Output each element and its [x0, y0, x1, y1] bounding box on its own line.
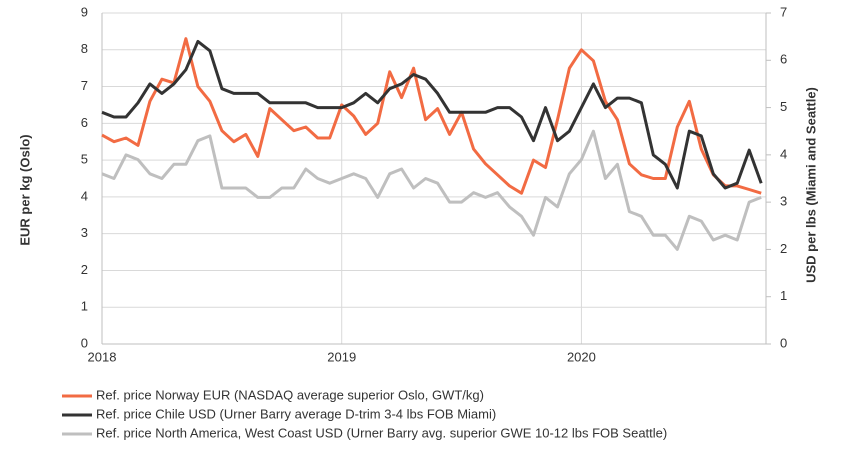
legend-label: Ref. price North America, West Coast USD…	[96, 425, 667, 440]
y2-tick-label: 6	[780, 52, 787, 67]
y2-tick-label: 4	[780, 146, 787, 161]
y-tick-label: 7	[81, 78, 88, 93]
series-line	[101, 37, 762, 195]
y-tick-label: 1	[81, 299, 88, 314]
y-tick-label: 3	[81, 225, 88, 240]
y-axis-label: EUR per kg (Oslo)	[17, 134, 32, 245]
x-tick-label: 2018	[88, 349, 117, 364]
y2-tick-label: 0	[780, 335, 787, 350]
y2-tick-label: 1	[780, 288, 787, 303]
y-tick-label: 6	[81, 115, 88, 130]
y-tick-label: 5	[81, 152, 88, 167]
y2-tick-label: 5	[780, 99, 787, 114]
x-tick-label: 2020	[567, 349, 596, 364]
legend-label: Ref. price Chile USD (Urner Barry averag…	[96, 406, 496, 421]
x-tick-label: 2019	[327, 349, 356, 364]
y-tick-label: 0	[81, 335, 88, 350]
y2-tick-label: 2	[780, 241, 787, 256]
y2-tick-label: 7	[780, 4, 787, 19]
y-tick-label: 4	[81, 188, 88, 203]
y2-axis-label: USD per lbs (Miami and Seattle)	[803, 87, 818, 283]
legend-label: Ref. price Norway EUR (NASDAQ average su…	[96, 387, 484, 402]
y-tick-label: 9	[81, 4, 88, 19]
series-line	[101, 39, 763, 190]
y-tick-label: 8	[81, 41, 88, 56]
y2-tick-label: 3	[780, 194, 787, 209]
series-line	[101, 129, 762, 251]
y-tick-label: 2	[81, 262, 88, 277]
